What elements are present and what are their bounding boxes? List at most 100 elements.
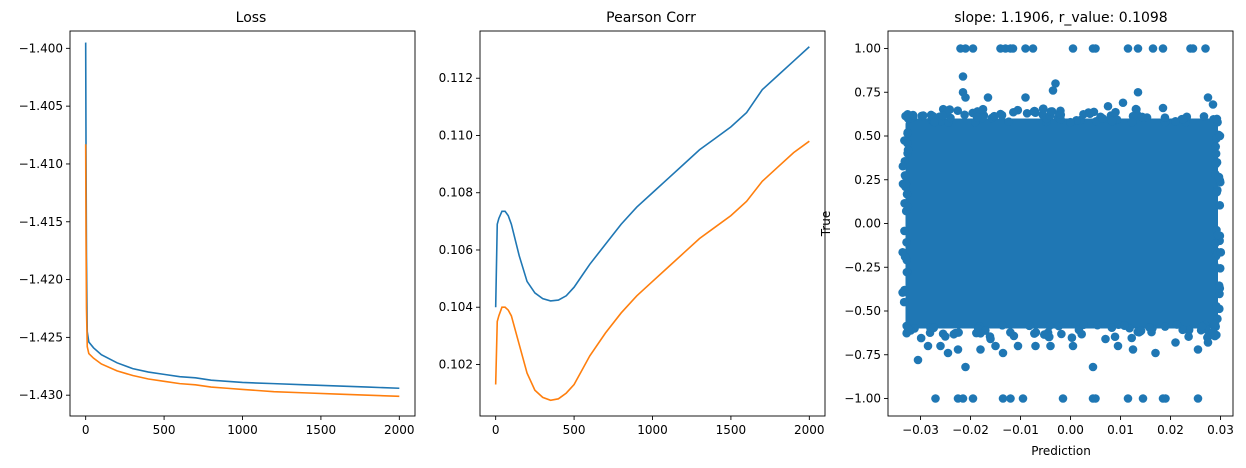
scatter-point [961,362,970,372]
scatter-edge-point [1079,109,1088,119]
scatter-chart-ytick-label: 0.25 [854,173,881,187]
scatter-edge-point [900,226,909,236]
scatter-edge-point [930,117,939,127]
loss-chart-xtick-label: 1500 [306,423,337,437]
scatter-chart-xtick-label: −0.02 [952,423,989,437]
scatter-edge-point [938,111,948,121]
scatter-point [1188,44,1198,53]
scatter-point [1068,341,1078,351]
scatter-point [961,93,970,102]
pearson-corr-chart-ytick-label: 0.112 [439,71,473,85]
scatter-chart-ytick-label: −0.50 [844,304,881,318]
scatter-edge-point [918,111,928,120]
scatter-edge-point [1213,230,1223,240]
scatter-point [1118,98,1128,108]
scatter-edge-point [1067,333,1077,343]
scatter-edge-point [1079,320,1088,330]
scatter-point [1151,348,1160,358]
scatter-edge-point [1171,116,1180,126]
scatter-edge-point [1199,112,1209,121]
scatter-edge-point [1160,322,1170,331]
scatter-point [1068,44,1078,53]
scatter-edge-point [1085,109,1095,118]
scatter-edge-point [972,328,981,338]
scatter-edge-point [929,323,939,333]
scatter-chart-title: slope: 1.1906, r_value: 0.1098 [954,10,1167,26]
scatter-point [1058,394,1068,403]
scatter-edge-point [1184,332,1193,341]
scatter-edge-point [900,285,909,295]
scatter-edge-point [1056,110,1066,120]
scatter-point [908,110,918,120]
pearson-corr-chart-ytick-label: 0.110 [439,128,473,142]
scatter-point [1048,86,1058,95]
scatter-point [931,394,940,403]
scatter-point [1193,345,1203,354]
scatter-edge-point [1214,281,1224,290]
scatter-edge-point [954,328,963,337]
scatter-edge-point [1022,108,1032,118]
scatter-edge-point [1215,201,1225,210]
scatter-edge-point [1054,321,1064,331]
scatter-edge-point [1046,107,1056,116]
pearson-corr-chart-xtick-label: 0 [492,423,500,437]
loss-chart-ytick-label: −1.425 [19,330,63,344]
scatter-point [958,394,968,403]
loss-chart-series-line-1 [84,42,400,390]
scatter-edge-point [1144,323,1154,332]
scatter-edge-point [903,138,912,148]
scatter-point [1171,338,1180,347]
scatter-point [1088,362,1098,372]
scatter-point [1193,394,1203,403]
scatter-chart-points [898,44,1226,403]
scatter-edge-point [1215,131,1225,141]
scatter-edge-point [898,247,907,257]
scatter-point [1133,44,1143,53]
scatter-point [1091,394,1100,403]
scatter-edge-point [997,110,1007,120]
scatter-edge-point [953,106,963,116]
pearson-corr-chart-ytick-label: 0.102 [439,357,473,371]
scatter-chart-ticks: −0.03 −0.02 −0.01 0.00 0.01 0.02 0.03 1.00 0.75 0… [844,42,1234,438]
scatter-edge-point [1077,329,1086,339]
scatter-chart-frame [887,30,1234,417]
scatter-chart-xtick-label: −0.03 [902,423,939,437]
scatter-edge-point [1137,112,1147,122]
scatter-chart-xtick-label: −0.01 [1002,423,1039,437]
scatter-point [1028,44,1038,53]
scatter-edge-point [1212,187,1222,197]
scatter-edge-point [1110,332,1120,342]
scatter-chart-ytick-label: 1.00 [854,42,881,56]
loss-chart-series-line-2 [84,144,400,398]
scatter-point [968,44,978,53]
loss-chart-ytick-label: −1.400 [19,41,63,55]
scatter-edge-point [1004,117,1014,126]
loss-chart-xtick-label: 1000 [227,423,258,437]
scatter-edge-point [1044,332,1054,342]
pearson-corr-chart-series-line-1 [494,46,810,308]
scatter-point [983,93,993,102]
scatter-point [1101,334,1110,344]
scatter-edge-point [960,110,969,120]
scatter-edge-point [1210,319,1220,329]
scatter-edge-point [1197,322,1207,331]
scatter-edge-point [989,111,999,121]
pearson-corr-chart-series [494,46,810,402]
scatter-point [1018,394,1028,403]
pearson-corr-chart-xtick-label: 1000 [637,423,668,437]
scatter-edge-point [1211,149,1221,159]
scatter-chart-ytick-label: −0.75 [844,348,881,362]
scatter-edge-point [1160,113,1170,122]
pearson-corr-chart-xtick-label: 500 [563,423,586,437]
scatter-edge-point [1172,320,1182,329]
scatter-edge-point [902,189,912,199]
scatter-point [1006,394,1015,403]
scatter-point [1161,394,1170,403]
scatter-point [1091,44,1100,53]
pearson-corr-chart-series-line-2 [494,140,810,402]
pearson-corr-chart-title: Pearson Corr [606,10,696,26]
scatter-point [1008,44,1018,53]
scatter-edge-point [1215,304,1224,314]
scatter-point [943,348,953,358]
scatter-point [1203,93,1213,102]
